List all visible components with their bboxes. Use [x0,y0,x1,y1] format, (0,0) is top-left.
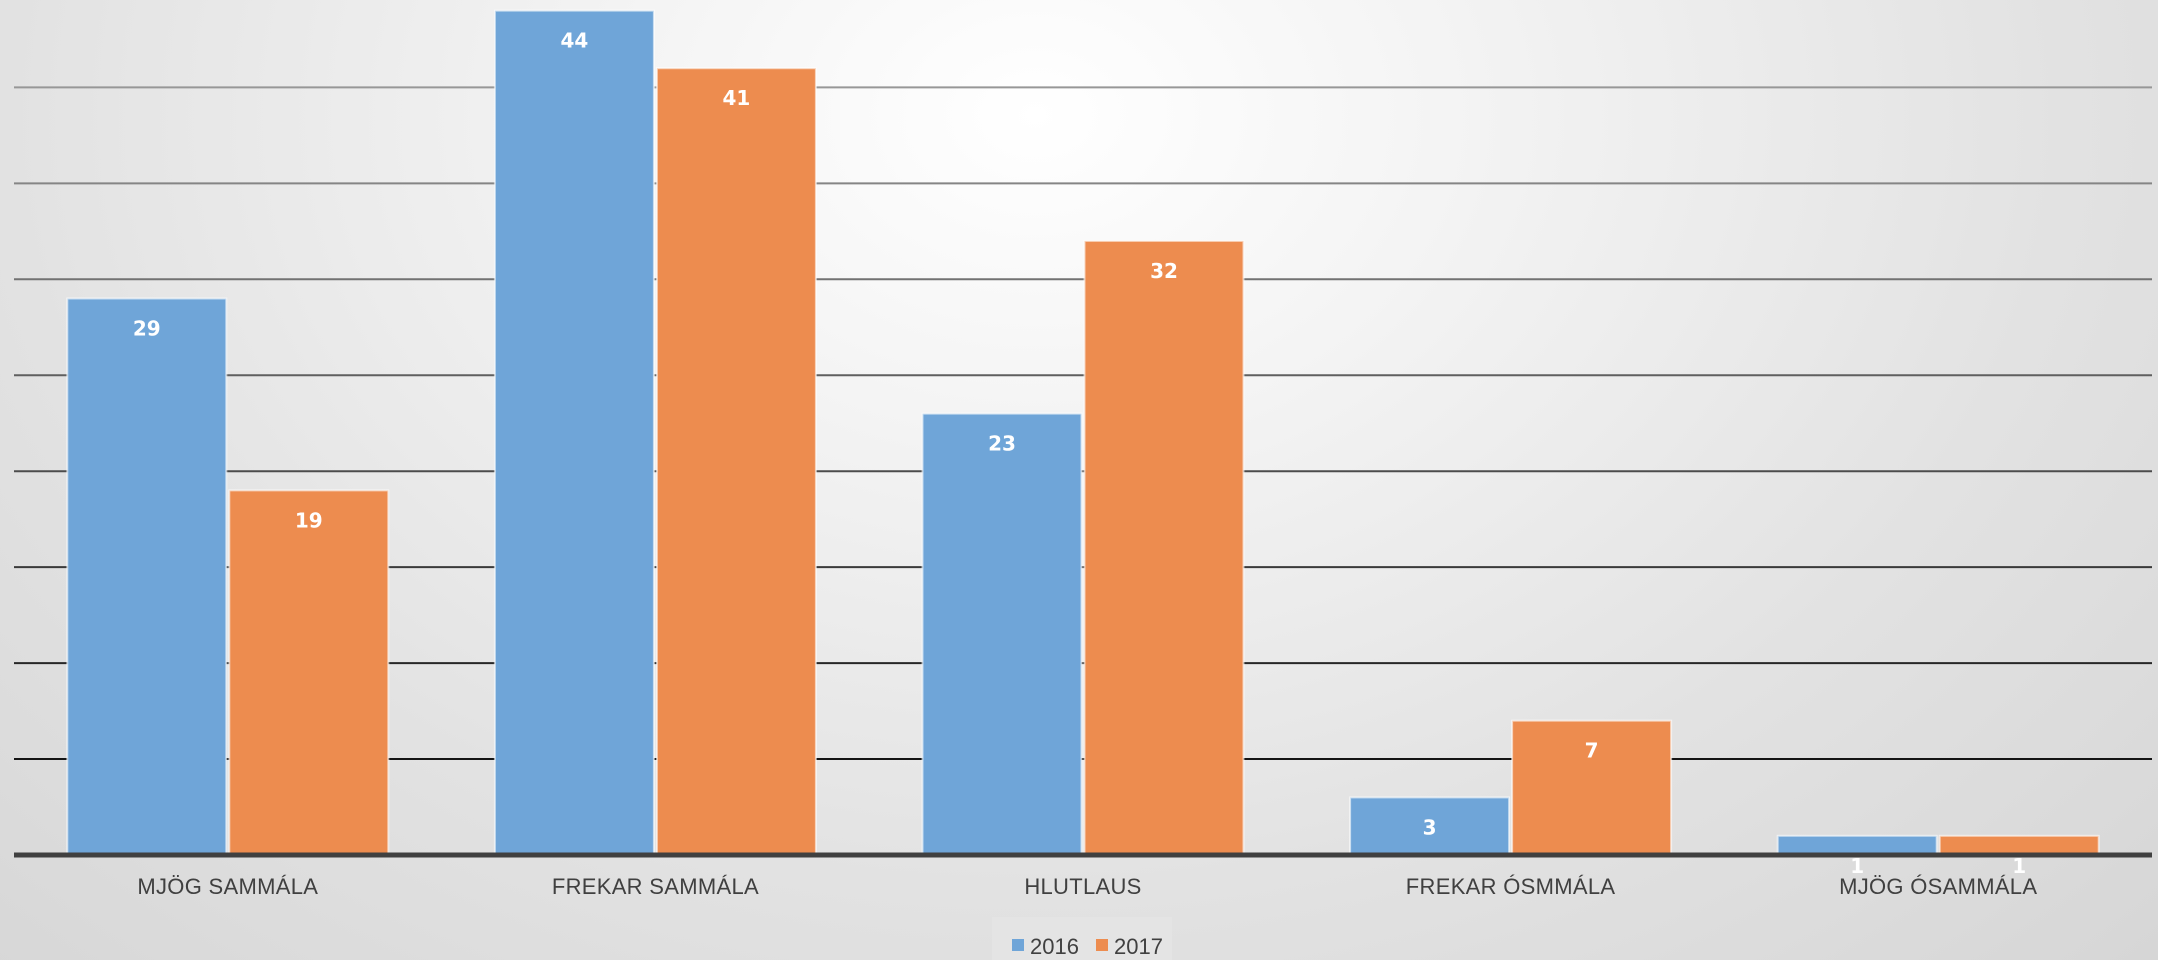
category-label: HLUTLAUS [1024,874,1141,899]
legend-label-2017: 2017 [1114,934,1163,959]
bar-2017-0 [228,489,390,856]
data-label-2016-3: 3 [1423,815,1437,839]
data-label-2016-2: 23 [988,432,1016,456]
legend-label-2016: 2016 [1030,934,1079,959]
legend-background [992,917,1172,960]
category-label: MJÖG SAMMÁLA [137,874,318,899]
bar-2017-2 [1083,239,1245,857]
category-labels: MJÖG SAMMÁLA FREKAR SAMMÁLA HLUTLAUS FREKAR… [137,874,2037,899]
bar-2016-4 [1776,834,1938,856]
category-label: FREKAR SAMMÁLA [552,874,759,899]
data-label-2016-1: 44 [560,29,588,53]
data-label-2017-0: 19 [295,508,323,532]
bar-2016-0 [66,297,228,856]
data-label-2017-4: 1 [2012,854,2026,878]
bar-2017-3 [1511,719,1673,856]
data-label-2016-4: 1 [1850,854,1864,878]
category-label: MJÖG ÓSAMMÁLA [1839,874,2037,899]
data-label-2016-0: 29 [133,316,161,340]
bar-2016-1 [493,9,655,856]
bar-2017-1 [655,67,817,856]
legend-swatch-2017 [1096,939,1108,951]
data-label-2017-1: 41 [722,86,750,110]
legend-swatch-2016 [1012,939,1024,951]
category-label: FREKAR ÓSMMÁLA [1406,874,1616,899]
bar-2016-2 [921,412,1083,856]
bar-2016-3 [1349,796,1511,856]
bar-2017-4 [1938,834,2100,856]
data-label-2017-2: 32 [1150,259,1178,283]
legend: 2016 2017 [992,917,1172,960]
data-label-2017-3: 7 [1585,739,1599,763]
